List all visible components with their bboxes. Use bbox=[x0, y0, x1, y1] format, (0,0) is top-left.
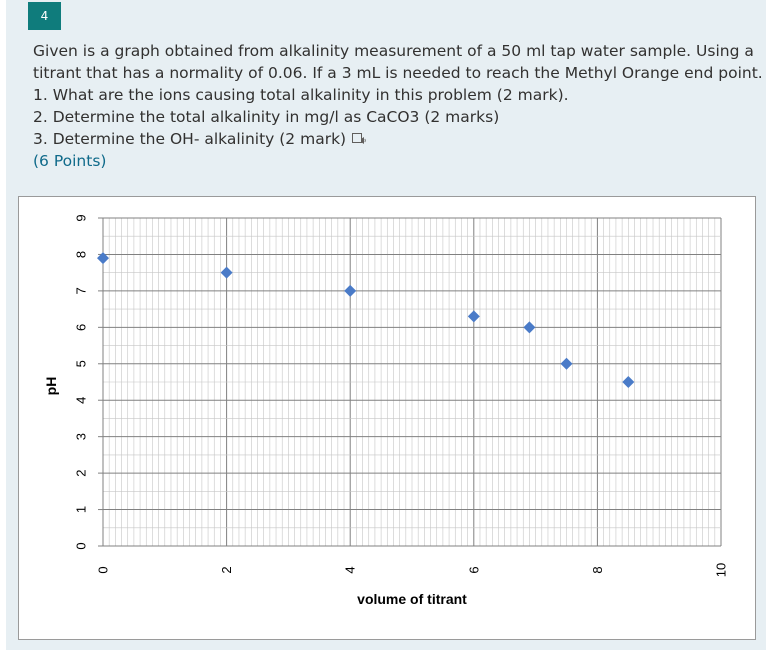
data-point bbox=[523, 321, 536, 334]
titration-chart: 0 1 2 3 4 5 6 7 8 9 0 2 4 6 8 10 volume of titrant pH bbox=[18, 196, 756, 640]
chart-svg: 0 1 2 3 4 5 6 7 8 9 0 2 4 6 8 10 volume of titrant pH bbox=[43, 214, 729, 607]
data-point bbox=[467, 310, 480, 323]
immersive-reader-icon[interactable] bbox=[352, 130, 366, 144]
y-tick-label: 7 bbox=[74, 287, 89, 294]
y-tick-label: 4 bbox=[74, 397, 89, 404]
question-number-badge: 4 bbox=[28, 2, 61, 30]
x-axis-title: volume of titrant bbox=[357, 591, 467, 607]
y-tick-label: 9 bbox=[74, 214, 89, 221]
y-axis-title: pH bbox=[43, 377, 59, 396]
question-line-with-icon: 3. Determine the OH- alkalinity (2 mark) bbox=[33, 128, 753, 150]
y-tick-label: 3 bbox=[74, 433, 89, 440]
x-tick-label: 10 bbox=[714, 563, 729, 577]
y-tick-label: 6 bbox=[74, 324, 89, 331]
y-tick-label: 1 bbox=[74, 506, 89, 513]
data-point bbox=[622, 376, 635, 388]
x-tick-label: 8 bbox=[590, 566, 605, 573]
question-line: 3. Determine the OH- alkalinity (2 mark) bbox=[33, 130, 347, 148]
question-line: titrant that has a normality of 0.06. If… bbox=[33, 64, 763, 82]
question-card: 4 Given is a graph obtained from alkalin… bbox=[6, 0, 766, 650]
y-tick-label: 0 bbox=[74, 542, 89, 549]
data-point bbox=[344, 284, 357, 297]
data-point bbox=[220, 266, 233, 279]
question-line: 2. Determine the total alkalinity in mg/… bbox=[33, 108, 500, 126]
data-point bbox=[97, 252, 109, 265]
x-tick-label: 6 bbox=[466, 566, 481, 573]
question-line: Given is a graph obtained from alkalinit… bbox=[33, 42, 754, 60]
question-line: 1. What are the ions causing total alkal… bbox=[33, 86, 569, 104]
y-tick-label: 5 bbox=[74, 360, 89, 367]
question-points: (6 Points) bbox=[33, 152, 107, 170]
y-tick-label: 2 bbox=[74, 469, 89, 476]
data-point bbox=[560, 357, 573, 370]
x-tick-label: 2 bbox=[219, 566, 234, 573]
question-text: Given is a graph obtained from alkalinit… bbox=[33, 40, 763, 172]
x-tick-label: 0 bbox=[96, 566, 111, 573]
x-tick-label: 4 bbox=[343, 566, 358, 573]
y-tick-label: 8 bbox=[74, 251, 89, 258]
